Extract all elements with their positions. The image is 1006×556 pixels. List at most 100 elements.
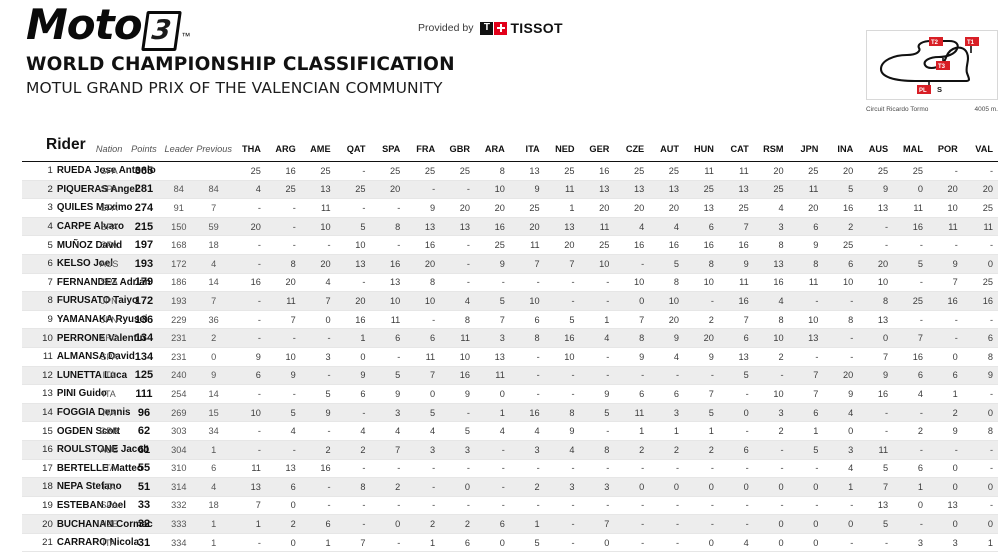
rider-name: ALMANSA David [56, 351, 135, 363]
column-header-race-gbr[interactable]: GBR [449, 144, 470, 154]
race-result-val: 0 [987, 519, 993, 530]
race-result-hun: 7 [708, 388, 714, 399]
race-result-cze: 2 [639, 444, 645, 455]
race-result-ina: 2 [848, 221, 854, 232]
table-row[interactable]: 11 ALMANSA David SPA 134 231 0 9 10 3 0-11 10 13-10… [22, 347, 998, 367]
column-header-race-mal[interactable]: MAL [903, 144, 923, 154]
column-header-race-arg[interactable]: ARG [275, 144, 296, 154]
column-header-race-ame[interactable]: AME [310, 144, 331, 154]
table-row[interactable]: 16 ROULSTONE Jacob AUS 61 304 1 - - 2 2 7 3 3 - 3 4 8 2 2 2… [22, 440, 998, 459]
table-row[interactable]: 8 FURUSATO Taiyo JPN 172 193 7-11 7 20 10 10 4 5 10-… [22, 291, 998, 311]
race-result-qat: 0 [360, 351, 366, 362]
race-result-ara: 13 [494, 351, 505, 362]
table-row[interactable]: 3 QUILES Maximo SPA 274 91 7 - - 11 - - 9 20 20 25 1 20 2… [22, 199, 998, 218]
race-result-ame: 13 [320, 184, 331, 195]
column-header-race-ita[interactable]: ITA [525, 144, 540, 154]
table-row[interactable]: 21 CARRARO Nicola ITA 31 334 1-0 1 7-1 6 0 5-0- -0 4… [22, 533, 998, 552]
race-result-fra: 4 [430, 426, 436, 437]
race-result-cze: 0 [639, 481, 645, 492]
column-header-race-cze[interactable]: CZE [625, 144, 645, 154]
race-result-mal: 6 [917, 463, 923, 474]
table-row[interactable]: 20 BUCHANAN Cormac NZE 32 333 1 1 2 6 - 0 2 2 6 1 - 7 - - -… [22, 514, 998, 534]
table-row[interactable]: 6 KELSO Joel AUS 193 172 4-8 20 13 16 20-9 7 7 10-5 8… [22, 254, 998, 274]
circuit-map: T2 T1 T3 PL S [866, 30, 998, 100]
table-row[interactable]: 14 FOGGIA Dennis ITA 96 269 15 10 5 9-3 5-1 16 8 5 11… [22, 403, 998, 422]
column-header-race-spa[interactable]: SPA [382, 144, 401, 154]
column-header-race-val[interactable]: VAL [975, 144, 993, 154]
table-row[interactable]: 12 LUNETTA Luca ITA 125 240 9 6 9 - 9 5 7 16 11 - - - - - -… [22, 366, 998, 385]
table-row[interactable]: 13 PINI Guido ITA 111 254 14- -5 6 9 0 9 0- -9 6 6 7-10… [22, 385, 998, 404]
column-header-race-ara[interactable]: ARA [484, 144, 505, 154]
column-header-nation[interactable]: Nation [95, 144, 123, 154]
column-header-race-qat[interactable]: QAT [346, 144, 366, 154]
race-result-tha: 25 [250, 165, 261, 176]
column-header-race-tha[interactable]: THA [242, 144, 261, 154]
race-result-spa: 9 [395, 388, 401, 399]
race-result-cze: - [641, 463, 645, 474]
race-result-ger: 11 [599, 221, 610, 232]
race-result-qat: - [362, 463, 366, 474]
column-header-race-aus[interactable]: AUS [868, 144, 889, 154]
race-result-aut: 6 [673, 388, 680, 399]
column-header-points[interactable]: Points [131, 144, 157, 154]
race-result-ned: 25 [564, 165, 575, 176]
title-block: WORLD CHAMPIONSHIP CLASSIFICATION MOTUL … [26, 54, 455, 97]
column-header-race-ina[interactable]: INA [837, 144, 854, 154]
table-row[interactable]: 10 PERRONE Valentin ARG 134 231 2- - -1 6 6 11 3 8 16… [22, 328, 998, 348]
column-header-race-ger[interactable]: GER [589, 144, 610, 154]
column-header-race-jpn[interactable]: JPN [800, 144, 819, 154]
column-header-race-cat[interactable]: CAT [730, 144, 749, 154]
race-result-hun: 25 [703, 184, 714, 195]
column-header-race-hun[interactable]: HUN [693, 144, 714, 154]
race-result-ame: 0 [325, 314, 331, 325]
column-header-leader[interactable]: Leader [164, 144, 194, 154]
race-result-ina: 20 [843, 165, 854, 176]
table-row[interactable]: 2 PIQUERAS Angel SPA 281 84 84 4 25 13 25 20 - - 10 9 1… [22, 180, 998, 199]
race-result-jpn: 7 [813, 370, 819, 381]
race-result-por: - [954, 314, 958, 325]
race-result-ger: - [606, 500, 610, 511]
table-row[interactable]: 18 NEPA Stefano ITA 51 314 4 13 6 - 8 2 - 0 - 2 3 3 0 0 0 0 0… [22, 477, 998, 497]
race-result-val: - [989, 314, 993, 325]
table-row[interactable]: 4 CARPE Alvaro SPA 215 150 59 20-10 5 8 13 13 16 20 1… [22, 217, 998, 236]
race-result-rsm: 0 [778, 537, 784, 548]
race-result-fra: 11 [425, 351, 436, 362]
column-header-race-aut[interactable]: AUT [660, 144, 680, 154]
table-row[interactable]: 9 YAMANAKA Ryusei JPN 136 229 36 - 7 0 16 11 - 8 7 6 5 1… [22, 310, 998, 329]
race-result-mal: 16 [912, 351, 923, 362]
race-result-ita: 1 [534, 519, 540, 530]
race-result-tha: 7 [255, 500, 261, 511]
rider-gap-to-previous: 7 [211, 295, 217, 306]
table-row[interactable]: 19 ESTEBAN Joel SPA 33 332 18 7 0 - - - - - - - - - - - - - -… [22, 496, 998, 515]
race-result-cat: - [745, 463, 749, 474]
table-row[interactable]: 15 OGDEN Scott GBR 62 303 34 - 4 - 4 4 4 5 4 4 9 - 1 1 1 - 2 1… [22, 422, 998, 441]
race-result-por: 10 [947, 202, 958, 213]
race-result-gbr: 5 [464, 426, 470, 437]
rider-gap-to-previous: 6 [211, 463, 217, 474]
trademark-symbol: ™ [181, 31, 191, 41]
race-result-por: 6 [952, 370, 958, 381]
race-result-por: - [954, 240, 958, 251]
race-result-aus: 10 [877, 277, 889, 288]
race-result-cze: 4 [639, 221, 645, 232]
column-header-race-ned[interactable]: NED [555, 144, 575, 154]
table-row[interactable]: 7 FERNANDEZ Adrian SPA 179 186 14 16 20 4-13 8- - -… [22, 273, 998, 292]
race-result-ara: - [501, 277, 505, 288]
rider-gap-to-previous: 9 [211, 370, 217, 381]
moto3-logo-numeral: 3 [140, 11, 182, 51]
column-header-rider[interactable]: Rider [46, 136, 86, 153]
table-row[interactable]: 17 BERTELLE Matteo ITA 55 310 6 11 13 16 - - - - - - - -… [22, 459, 998, 478]
race-result-aus: 9 [882, 184, 889, 195]
column-header-race-rsm[interactable]: RSM [763, 144, 784, 154]
column-header-race-por[interactable]: POR [937, 144, 958, 154]
column-header-race-fra[interactable]: FRA [416, 144, 436, 154]
rider-nation: SPA [100, 221, 118, 232]
race-result-aut: 9 [673, 333, 680, 344]
race-result-qat: 4 [360, 426, 366, 437]
table-row[interactable]: 1 RUEDA Jose Antonio SPA 365 25 16 25 - 25 25 25 8 1… [22, 162, 998, 181]
race-result-ned: 20 [564, 240, 575, 251]
column-header-previous[interactable]: Previous [196, 144, 232, 154]
race-result-hun: 5 [708, 407, 714, 418]
table-row[interactable]: 5 MUÑOZ David SPA 197 168 18- - -10-16-25 11 20 25… [22, 236, 998, 255]
rider-points: 33 [137, 499, 151, 512]
